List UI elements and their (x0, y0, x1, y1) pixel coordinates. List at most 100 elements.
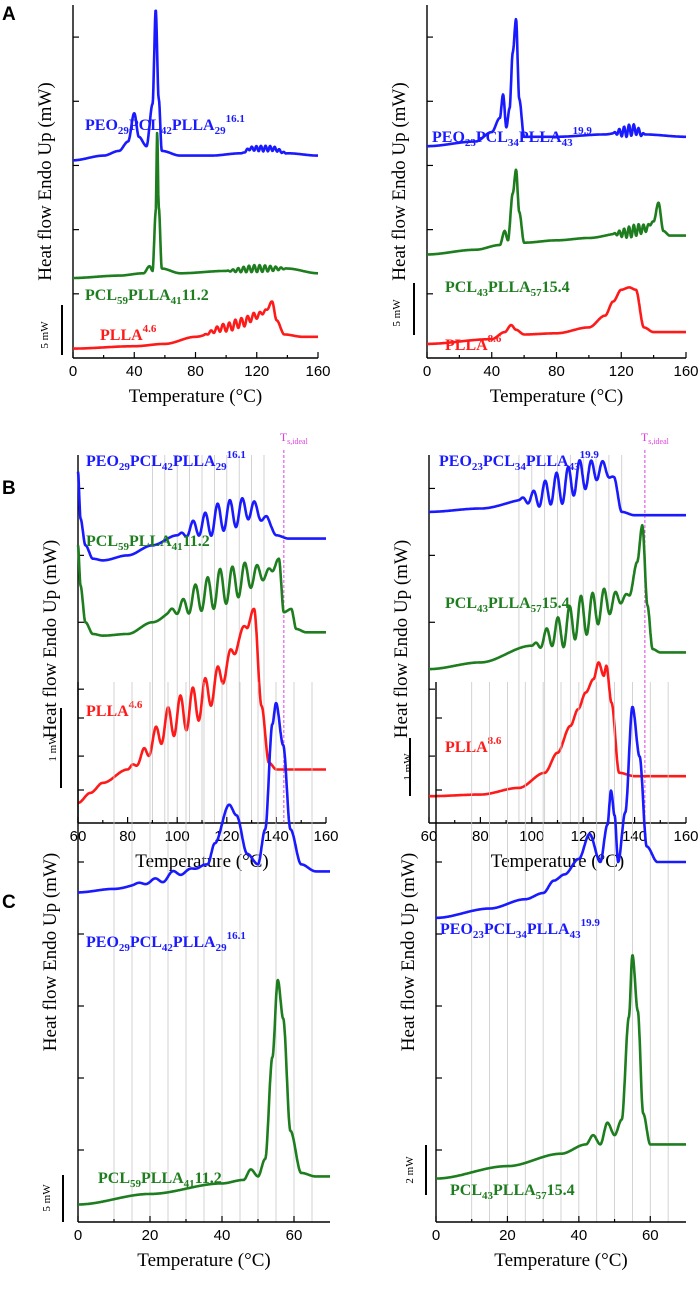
label-part: PLLA (526, 453, 569, 470)
x-axis-title: Temperature (°C) (490, 386, 623, 407)
label-sup: 8.6 (488, 333, 502, 345)
label-sup: 16.1 (227, 449, 246, 461)
label-part: 23 (473, 929, 485, 941)
series-line-green (426, 168, 687, 256)
ideal-t: T (280, 430, 288, 444)
label-part: PCL (98, 1170, 130, 1187)
label-part: 29 (119, 461, 131, 473)
label-part: PLLA (173, 453, 216, 470)
label-part: PLLA (488, 595, 531, 612)
series-line-blue (435, 705, 687, 920)
x-tick-label: 60 (286, 1227, 303, 1244)
scale-bar-label: 5 mW (39, 321, 51, 349)
series-label-blue: PEO23PCL34PLLA4319.9 (432, 125, 592, 149)
series-label-green: PCL43PLLA5715.4 (445, 595, 570, 615)
chart-c1: 0 20 40 60 Temperature (°C) Heat flow Endo Up… (40, 682, 331, 1271)
x-tick-label: 160 (673, 363, 698, 380)
label-part: 41 (171, 295, 182, 307)
label-part: PLLA (86, 703, 129, 720)
label-part: PCL (445, 279, 477, 296)
x-tick-label: 80 (472, 828, 489, 845)
label-part: PEO (86, 453, 119, 470)
label-part: 29 (119, 942, 131, 954)
label-part: 23 (465, 137, 477, 149)
series-line-green (72, 131, 319, 280)
label-sup: 19.9 (581, 917, 601, 929)
x-tick-label: 140 (622, 828, 647, 845)
x-tick-label: 80 (548, 363, 565, 380)
x-axis-title: Temperature (°C) (135, 851, 268, 872)
series-line-blue (77, 701, 331, 894)
x-axis-title: Temperature (°C) (137, 1250, 270, 1271)
panel-letter-a: A (2, 4, 16, 25)
label-part: 34 (516, 929, 528, 941)
label-part: PCL (130, 934, 162, 951)
scale-bar-label: 5 mW (41, 1184, 53, 1212)
label-part: 41 (172, 541, 183, 553)
series-line-red (426, 286, 687, 346)
y-axis-title: Heat flow Endo Up (mW) (391, 540, 412, 738)
x-tick-label: 40 (214, 1227, 231, 1244)
y-axis-title: Heat flow Endo Up (mW) (398, 853, 419, 1051)
label-part: PEO (432, 129, 465, 146)
chart-a1: 0 40 80 120 160 Temperature (°C) Heat flow End… (35, 5, 331, 407)
label-part: 23 (472, 461, 484, 473)
label-part: PCL (445, 595, 477, 612)
ideal-sub: s,ideal (287, 437, 308, 446)
label-part: PCL (130, 453, 162, 470)
series-label-blue: PEO29PCL42PLLA2916.1 (86, 930, 246, 954)
x-tick-label: 0 (423, 363, 431, 380)
label-part: 59 (118, 541, 130, 553)
label-sup: 4.6 (143, 323, 157, 335)
label-part: PLLA (173, 934, 216, 951)
y-axis-title: Heat flow Endo Up (mW) (40, 853, 61, 1051)
label-part: PLLA (488, 279, 531, 296)
series-line-green (76, 545, 327, 637)
ideal-temperature-label: Ts,ideal (641, 430, 670, 446)
label-part: 29 (215, 125, 227, 137)
label-sup: 19.9 (580, 449, 600, 461)
chart-c2: 0 20 40 60 Temperature (°C) Heat flow Endo Up… (398, 682, 687, 1271)
series-label-red: PLLA4.6 (86, 699, 143, 720)
panel-letter-c: C (2, 892, 16, 913)
label-part: 57 (531, 603, 543, 615)
label-part: 34 (515, 461, 527, 473)
series-label-blue: PEO23PCL34PLLA4319.9 (439, 449, 599, 473)
label-part: 42 (162, 461, 174, 473)
scale-bar-label: 1 mW (47, 734, 59, 762)
label-part: 43 (477, 287, 489, 299)
label-part: PLLA (141, 1170, 184, 1187)
label-part: PLLA (493, 1182, 536, 1199)
label-part: 29 (118, 125, 130, 137)
x-tick-label: 80 (187, 363, 204, 380)
label-part: 43 (569, 461, 581, 473)
x-tick-label: 20 (499, 1227, 516, 1244)
series-label-blue: PEO23PCL34PLLA4319.9 (440, 917, 600, 941)
ideal-t: T (641, 430, 649, 444)
label-part: 34 (508, 137, 520, 149)
label-part: PLLA (527, 921, 570, 938)
label-part: 43 (570, 929, 582, 941)
series-label-green: PCL59PLLA4111.2 (98, 1170, 222, 1190)
scale-bar-label: 5 mW (391, 299, 403, 327)
label-part: PLLA (445, 337, 488, 354)
x-tick-label: 80 (119, 828, 136, 845)
ideal-temperature-label: Ts,ideal (280, 430, 309, 446)
label-part: PLLA (445, 739, 488, 756)
x-tick-label: 160 (673, 828, 698, 845)
label-part: 59 (130, 1178, 142, 1190)
series-label-green: PCL43PLLA5715.4 (445, 279, 570, 299)
label-part: PLLA (172, 117, 215, 134)
x-tick-label: 100 (519, 828, 544, 845)
x-tick-label: 40 (483, 363, 500, 380)
label-part: PCL (476, 129, 508, 146)
y-axis-title: Heat flow Endo Up (mW) (40, 540, 61, 738)
label-part: PCL (129, 117, 161, 134)
label-part: 57 (536, 1190, 548, 1202)
y-axis-title: Heat flow Endo Up (mW) (389, 82, 410, 280)
label-part: PCL (450, 1182, 482, 1199)
label-part: 43 (482, 1190, 494, 1202)
x-tick-label: 120 (244, 363, 269, 380)
label-part: 29 (216, 461, 228, 473)
